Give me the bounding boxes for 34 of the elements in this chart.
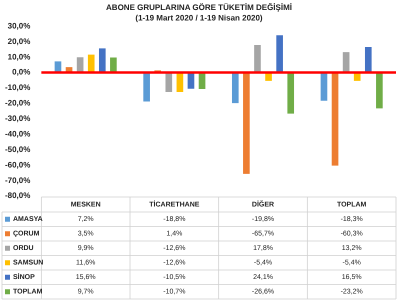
y-tick-label: 0,0%	[12, 68, 30, 77]
y-tick-label: -70,0%	[4, 176, 30, 185]
bar	[88, 54, 95, 73]
bar	[376, 72, 383, 108]
y-tick-label: -50,0%	[4, 144, 30, 154]
bar	[287, 72, 294, 114]
chart-title: ABONE GRUPLARINA GÖRE TÜKETİM DEĞİŞİMİ	[106, 2, 292, 12]
bar	[320, 72, 328, 101]
y-tick-label: -20,0%	[4, 98, 30, 108]
bar	[342, 52, 350, 73]
chart-subtitle: (1-19 Mart 2020 / 1-19 Nisan 2020)	[135, 14, 263, 23]
y-tick-label: -60,0%	[4, 160, 30, 170]
y-tick-label: 10,0%	[8, 52, 30, 62]
y-tick-label: -40,0%	[4, 129, 30, 138]
bar	[254, 45, 261, 73]
bar	[276, 35, 283, 73]
bar	[243, 72, 250, 174]
bar	[188, 72, 194, 89]
bar	[54, 61, 62, 73]
y-tick-label: 30,0%	[8, 21, 30, 30]
bar	[332, 72, 338, 166]
bar	[198, 72, 206, 90]
bar	[232, 72, 239, 104]
y-tick-label: -80,0%	[4, 191, 30, 200]
bar	[364, 47, 372, 73]
y-tick-label: -10,0%	[4, 83, 30, 92]
y-tick-label: -30,0%	[4, 114, 30, 124]
bar	[110, 58, 117, 73]
bar	[98, 48, 106, 73]
bar	[176, 72, 184, 92]
bar	[143, 72, 150, 102]
bar	[76, 57, 84, 73]
y-tick-label: 20,0%	[8, 36, 30, 46]
bar	[165, 72, 172, 92]
